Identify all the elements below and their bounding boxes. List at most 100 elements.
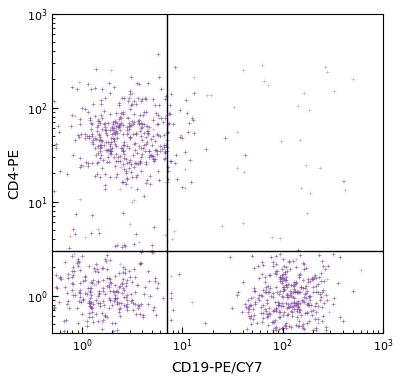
Point [88,304,94,310]
Point [114,368,120,374]
Point [250,288,257,294]
Point [330,295,337,301]
Point [281,276,287,282]
Point [108,139,114,146]
Point [165,121,171,127]
Point [138,301,144,307]
Point [112,296,118,302]
Point [288,293,294,299]
Point [161,144,167,150]
Point [340,178,346,184]
Point [296,340,302,346]
Point [109,124,115,130]
Point [95,159,102,165]
Point [132,332,139,338]
Point [124,176,130,182]
Point [278,275,284,281]
Point [154,51,161,57]
Point [294,289,300,295]
Point [300,285,307,291]
Point [161,132,167,138]
Point [115,270,122,276]
Point [165,130,171,136]
Point [64,290,70,296]
Point [86,300,92,306]
Point [270,319,276,325]
Point [277,309,283,315]
Point [264,314,270,320]
Point [168,158,174,164]
Point [266,272,273,278]
Point [46,102,52,109]
Point [75,263,81,269]
Point [222,135,228,141]
Point [150,133,156,139]
Point [312,316,318,322]
Point [177,131,184,138]
Point [290,282,296,288]
Point [85,163,91,169]
Point [151,304,158,310]
Point [155,112,161,118]
Point [124,126,130,133]
Point [250,315,257,322]
Point [143,96,150,102]
Point [174,176,181,182]
Point [247,302,254,308]
Point [102,147,109,153]
Point [320,313,326,319]
Point [56,299,62,306]
Point [92,297,99,303]
Point [87,303,93,309]
Point [120,142,126,148]
Point [202,320,208,327]
Point [125,130,131,136]
Point [132,288,138,295]
Point [108,280,115,286]
Point [99,86,106,92]
Point [95,115,101,122]
Point [285,311,291,317]
Point [89,309,95,315]
Point [116,186,123,192]
Point [80,298,86,304]
Point [107,297,113,303]
Point [170,121,176,127]
Point [312,325,319,331]
Point [69,112,76,118]
Point [120,109,126,115]
Point [242,301,248,307]
Point [156,102,162,108]
Point [111,125,117,131]
Point [177,107,183,113]
Point [107,288,113,294]
Point [139,137,146,143]
Point [152,110,159,116]
Point [302,340,309,346]
Point [267,311,273,317]
Point [86,300,93,306]
Point [297,337,304,343]
Point [272,271,279,277]
Point [146,148,152,154]
Point [282,269,288,275]
Point [168,317,174,323]
Point [141,193,147,199]
Point [170,307,176,313]
Point [129,118,135,124]
Point [124,292,130,298]
Point [276,302,282,308]
Point [301,310,308,316]
Point [296,274,302,280]
Point [259,302,266,308]
Point [117,121,123,127]
Point [166,216,172,223]
Point [112,292,118,298]
Point [176,271,183,277]
Point [158,115,164,121]
Point [143,177,150,183]
Point [331,88,337,94]
Point [306,107,312,113]
Point [70,152,76,158]
Point [131,141,138,147]
